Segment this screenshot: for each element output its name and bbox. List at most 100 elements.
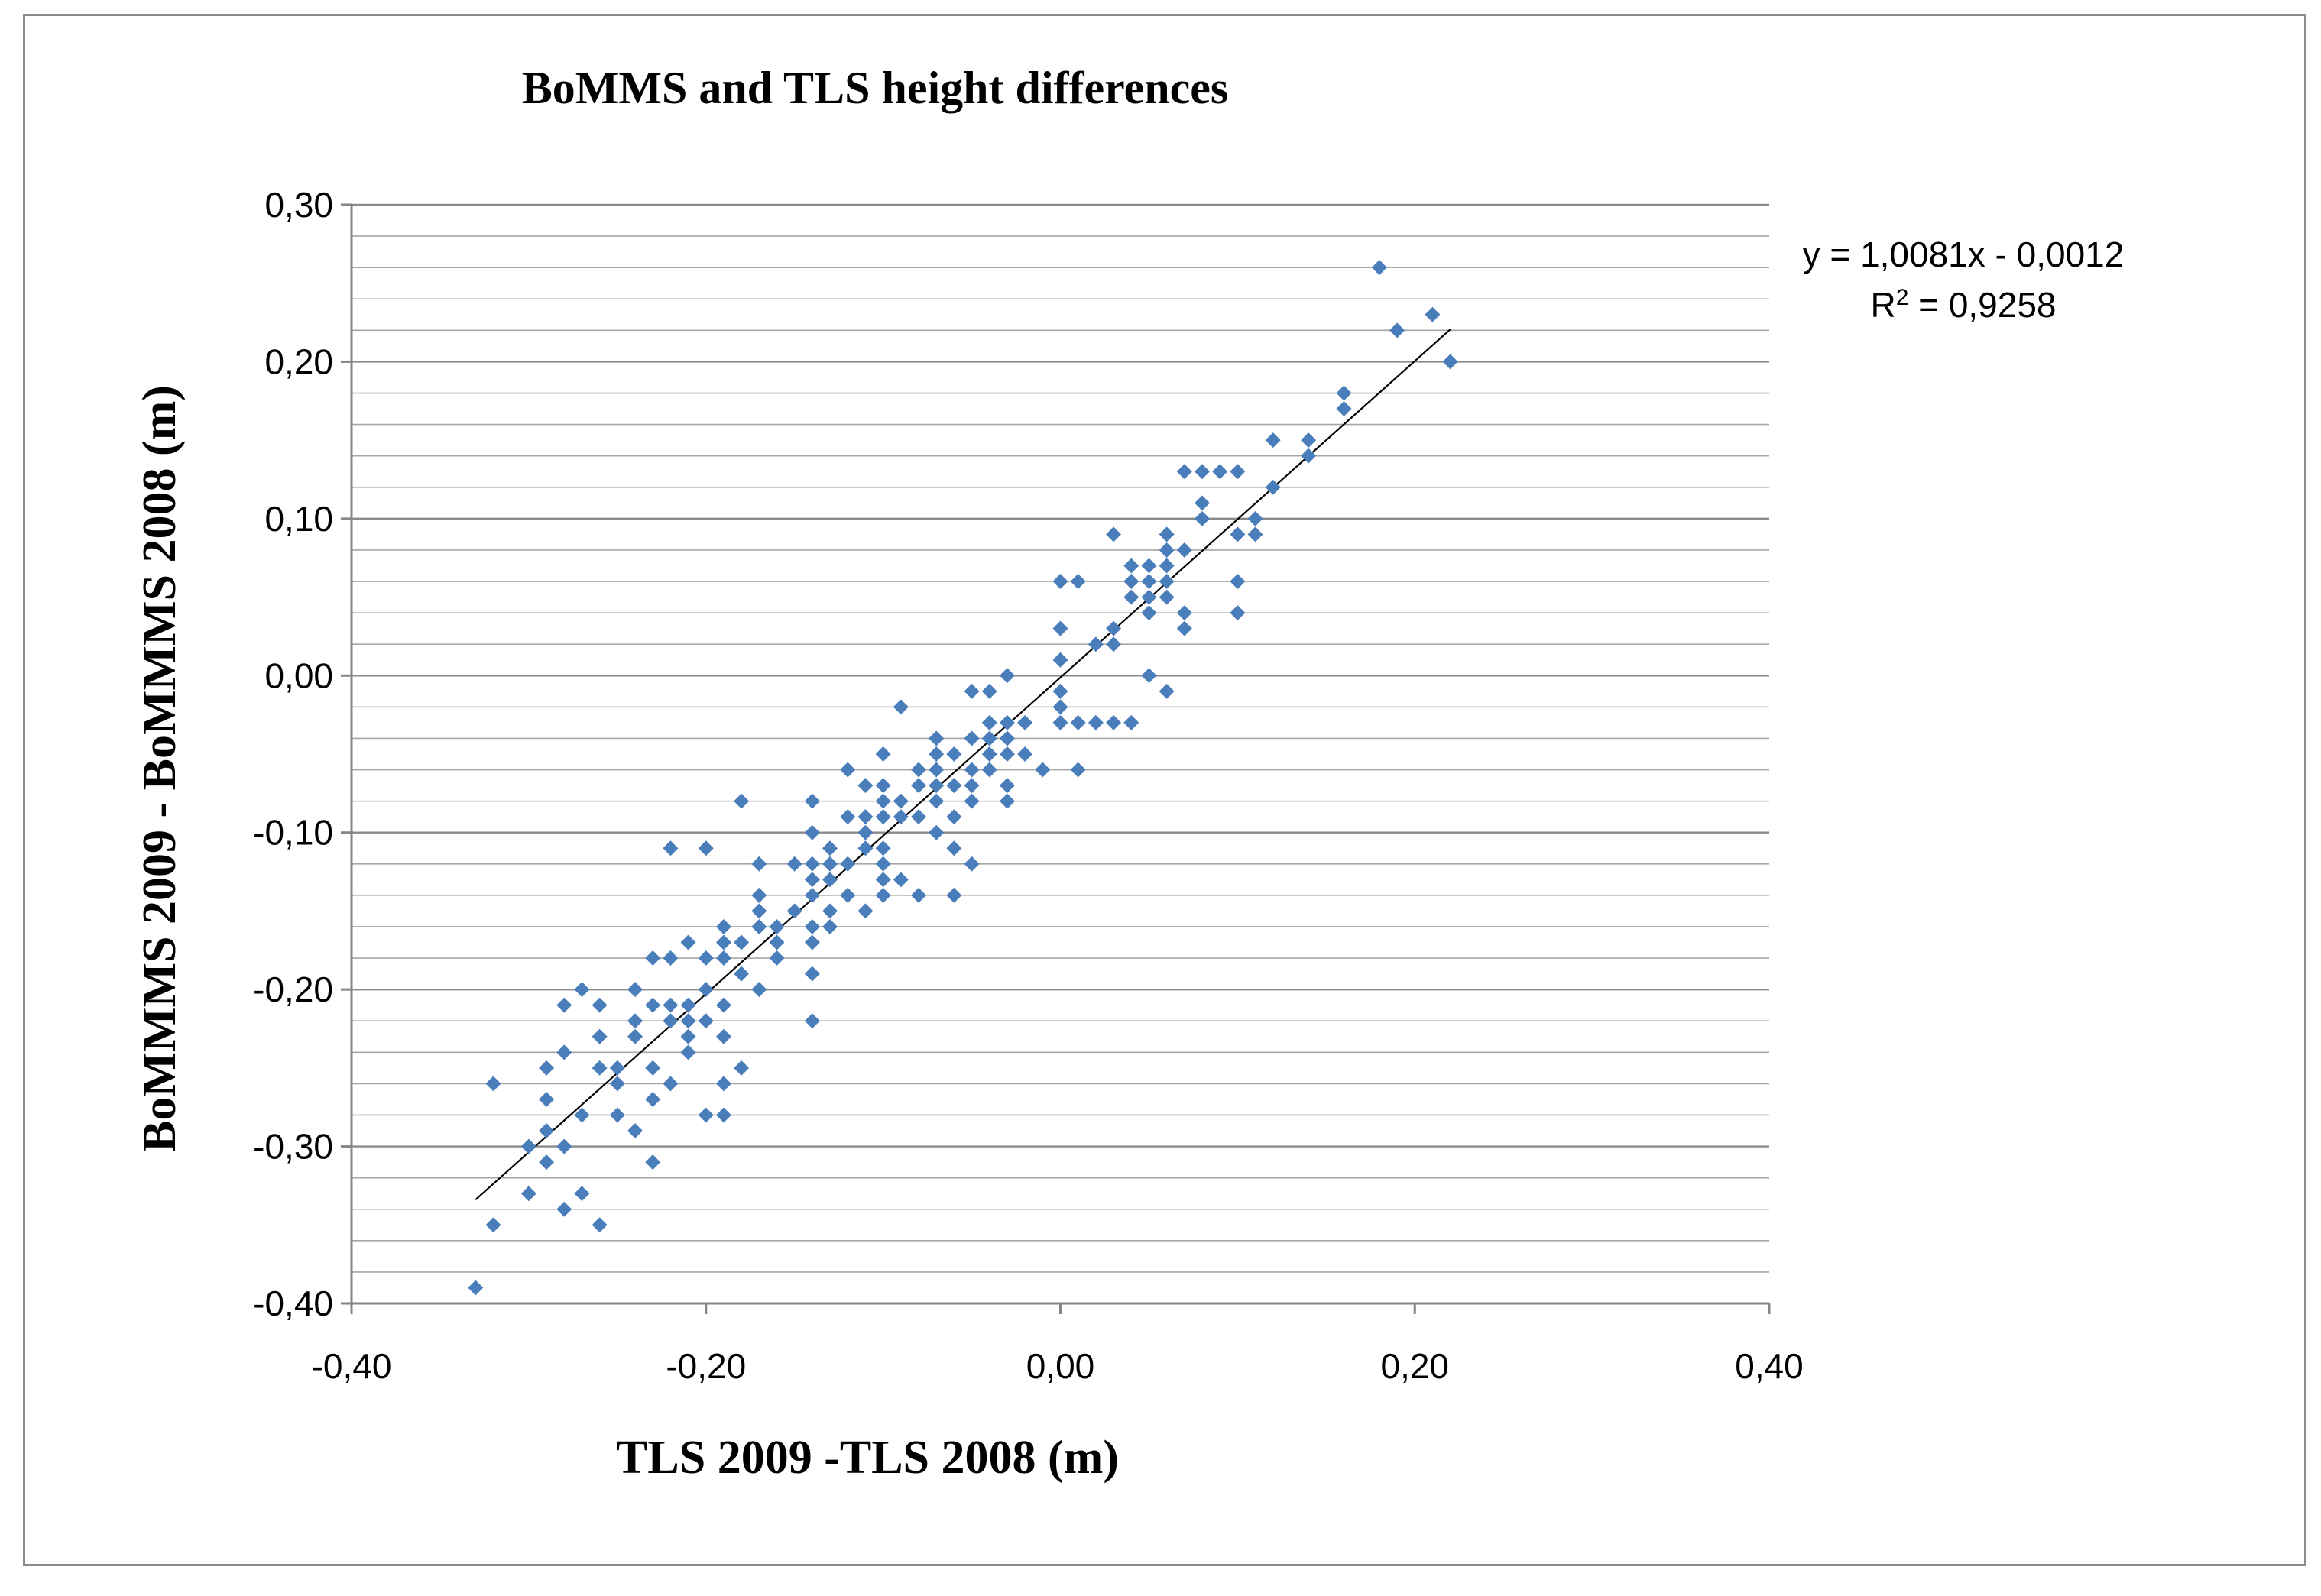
data-point	[1195, 495, 1210, 511]
data-point	[645, 1091, 661, 1107]
data-point	[1035, 762, 1051, 778]
data-point	[539, 1123, 555, 1139]
data-point	[964, 778, 980, 794]
data-point	[1176, 620, 1192, 636]
data-point	[680, 1013, 696, 1029]
data-point	[574, 1186, 590, 1202]
data-point	[592, 1028, 608, 1044]
data-point	[539, 1154, 555, 1170]
data-point	[751, 982, 767, 998]
data-point	[1371, 260, 1387, 276]
data-point	[715, 1107, 731, 1123]
x-axis-title: TLS 2009 -TLS 2008 (m)	[616, 1432, 1119, 1484]
data-point	[1070, 714, 1086, 730]
data-point	[822, 872, 838, 888]
data-point	[840, 856, 856, 872]
data-point	[751, 903, 767, 919]
data-point	[1230, 574, 1246, 590]
data-point	[999, 778, 1015, 794]
data-point	[1336, 401, 1352, 417]
data-point	[840, 887, 856, 903]
data-point	[1301, 432, 1317, 448]
data-point	[1141, 589, 1157, 605]
data-point	[804, 1013, 820, 1029]
axes	[341, 203, 1771, 1314]
data-point	[627, 1013, 643, 1029]
data-point	[715, 918, 731, 934]
r-squared-prefix: R	[1870, 285, 1895, 325]
data-point	[1123, 574, 1139, 590]
data-point	[929, 762, 945, 778]
y-tick-label: -0,20	[253, 970, 333, 1009]
data-point	[786, 903, 802, 919]
data-point	[804, 934, 820, 950]
data-point	[680, 1044, 696, 1060]
data-point	[964, 762, 980, 778]
data-point	[734, 966, 750, 982]
data-point	[609, 1060, 625, 1076]
data-point	[663, 950, 679, 966]
data-point	[1230, 526, 1246, 542]
data-point	[929, 746, 945, 762]
data-point	[946, 840, 962, 856]
data-point	[1017, 746, 1033, 762]
data-point	[1088, 636, 1104, 652]
data-point	[556, 1044, 572, 1060]
data-point	[875, 809, 891, 825]
y-tick-label: -0,40	[253, 1284, 333, 1323]
data-point	[520, 1186, 536, 1202]
data-point	[1052, 620, 1068, 636]
data-point	[715, 934, 731, 950]
data-point	[556, 1201, 572, 1217]
data-point	[574, 982, 590, 998]
data-point	[1141, 668, 1157, 684]
gridlines	[352, 203, 1769, 1273]
data-point	[999, 746, 1015, 762]
data-point	[893, 699, 909, 715]
data-point	[680, 934, 696, 950]
y-tick-label: 0,00	[264, 656, 333, 695]
data-point	[627, 1123, 643, 1139]
data-point	[698, 1013, 714, 1029]
x-tick-label: 0,20	[1380, 1346, 1449, 1386]
data-point	[592, 997, 608, 1013]
data-point	[609, 1076, 625, 1092]
data-point	[1106, 620, 1122, 636]
data-point	[911, 778, 926, 794]
data-point	[1425, 306, 1441, 322]
chart-title: BoMMS and TLS height differences	[522, 63, 1229, 113]
data-point	[663, 840, 679, 856]
data-point	[734, 1060, 750, 1076]
data-point	[964, 793, 980, 809]
data-point	[981, 746, 997, 762]
data-point	[999, 668, 1015, 684]
y-tick-label: -0,10	[253, 813, 333, 853]
data-point	[804, 856, 820, 872]
r-squared-value: = 0,9258	[1908, 285, 2056, 325]
data-point	[1195, 464, 1210, 480]
data-point	[645, 1060, 661, 1076]
trendline-equation: y = 1,0081x - 0,0012	[1803, 235, 2125, 274]
data-point	[592, 1217, 608, 1233]
data-point	[1052, 683, 1068, 699]
y-tick-label: 0,30	[264, 185, 333, 225]
data-point	[804, 793, 820, 809]
data-point	[627, 982, 643, 998]
data-point	[893, 809, 909, 825]
data-point	[786, 856, 802, 872]
data-point	[556, 1138, 572, 1154]
data-point	[1159, 542, 1175, 558]
data-point	[520, 1138, 536, 1154]
data-point	[893, 793, 909, 809]
data-point	[804, 918, 820, 934]
data-point	[822, 903, 838, 919]
data-point	[1106, 636, 1122, 652]
data-point	[999, 730, 1015, 746]
data-point	[751, 856, 767, 872]
data-point	[715, 997, 731, 1013]
data-point	[840, 762, 856, 778]
data-point	[556, 997, 572, 1013]
data-point	[1159, 574, 1175, 590]
data-point	[964, 683, 980, 699]
data-point	[1301, 448, 1317, 464]
